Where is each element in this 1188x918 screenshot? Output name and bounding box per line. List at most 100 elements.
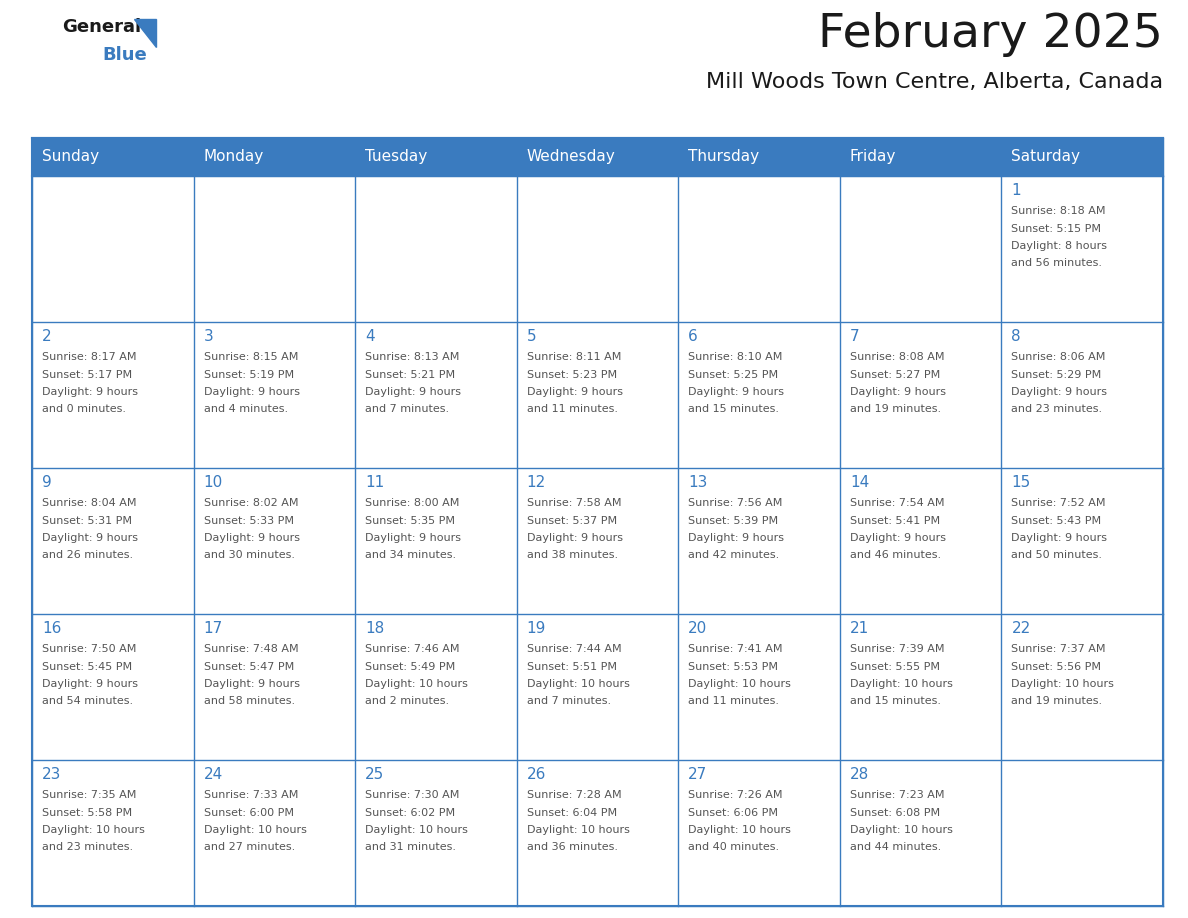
Text: 12: 12 bbox=[526, 475, 546, 490]
Text: Sunset: 5:33 PM: Sunset: 5:33 PM bbox=[203, 516, 293, 525]
Text: 11: 11 bbox=[365, 475, 385, 490]
Text: and 26 minutes.: and 26 minutes. bbox=[42, 551, 133, 561]
Text: Daylight: 9 hours: Daylight: 9 hours bbox=[365, 387, 461, 397]
Text: Sunset: 5:43 PM: Sunset: 5:43 PM bbox=[1011, 516, 1101, 525]
Text: Sunday: Sunday bbox=[42, 150, 99, 164]
Text: Daylight: 8 hours: Daylight: 8 hours bbox=[1011, 241, 1107, 251]
Bar bbox=[678, 614, 840, 760]
Text: Sunset: 6:00 PM: Sunset: 6:00 PM bbox=[203, 808, 293, 818]
Text: Daylight: 10 hours: Daylight: 10 hours bbox=[688, 679, 791, 689]
Text: Sunset: 5:58 PM: Sunset: 5:58 PM bbox=[42, 808, 132, 818]
Text: Sunset: 5:31 PM: Sunset: 5:31 PM bbox=[42, 516, 132, 525]
Text: Sunrise: 7:58 AM: Sunrise: 7:58 AM bbox=[526, 498, 621, 508]
Text: Sunset: 5:15 PM: Sunset: 5:15 PM bbox=[1011, 223, 1101, 233]
Text: Sunrise: 7:33 AM: Sunrise: 7:33 AM bbox=[203, 790, 298, 800]
Text: 8: 8 bbox=[1011, 329, 1020, 344]
Bar bbox=[32, 322, 194, 468]
Text: and 15 minutes.: and 15 minutes. bbox=[849, 697, 941, 707]
Text: and 44 minutes.: and 44 minutes. bbox=[849, 843, 941, 853]
Bar bbox=[355, 468, 517, 614]
Text: Sunrise: 7:35 AM: Sunrise: 7:35 AM bbox=[42, 790, 137, 800]
Bar bbox=[840, 468, 1001, 614]
Text: and 15 minutes.: and 15 minutes. bbox=[688, 405, 779, 415]
Bar bbox=[355, 176, 517, 322]
Text: 24: 24 bbox=[203, 767, 223, 782]
Text: 19: 19 bbox=[526, 621, 546, 636]
Bar bbox=[32, 614, 194, 760]
Bar bbox=[32, 176, 194, 322]
Text: and 50 minutes.: and 50 minutes. bbox=[1011, 551, 1102, 561]
Text: 27: 27 bbox=[688, 767, 708, 782]
Text: Daylight: 9 hours: Daylight: 9 hours bbox=[203, 533, 299, 543]
Bar bbox=[517, 322, 678, 468]
Text: 5: 5 bbox=[526, 329, 536, 344]
Bar bbox=[517, 614, 678, 760]
Text: Monday: Monday bbox=[203, 150, 264, 164]
Text: Sunrise: 7:44 AM: Sunrise: 7:44 AM bbox=[526, 644, 621, 654]
Text: Daylight: 9 hours: Daylight: 9 hours bbox=[526, 387, 623, 397]
Text: 17: 17 bbox=[203, 621, 223, 636]
Text: Thursday: Thursday bbox=[688, 150, 759, 164]
Text: Sunset: 5:23 PM: Sunset: 5:23 PM bbox=[526, 370, 617, 379]
Bar bbox=[678, 468, 840, 614]
Bar bbox=[32, 468, 194, 614]
Text: Daylight: 9 hours: Daylight: 9 hours bbox=[688, 533, 784, 543]
Text: Sunset: 5:21 PM: Sunset: 5:21 PM bbox=[365, 370, 455, 379]
Text: Sunrise: 7:50 AM: Sunrise: 7:50 AM bbox=[42, 644, 137, 654]
Bar bbox=[517, 176, 678, 322]
Text: Sunset: 5:47 PM: Sunset: 5:47 PM bbox=[203, 662, 293, 671]
Bar bbox=[840, 614, 1001, 760]
Text: Daylight: 10 hours: Daylight: 10 hours bbox=[365, 825, 468, 835]
Bar bbox=[1001, 138, 1163, 176]
Text: Daylight: 10 hours: Daylight: 10 hours bbox=[1011, 679, 1114, 689]
Bar bbox=[355, 322, 517, 468]
Text: 13: 13 bbox=[688, 475, 708, 490]
Text: and 54 minutes.: and 54 minutes. bbox=[42, 697, 133, 707]
Text: Wednesday: Wednesday bbox=[526, 150, 615, 164]
Text: Sunset: 5:17 PM: Sunset: 5:17 PM bbox=[42, 370, 132, 379]
Text: Daylight: 10 hours: Daylight: 10 hours bbox=[42, 825, 145, 835]
Bar bbox=[1001, 322, 1163, 468]
Bar bbox=[194, 176, 355, 322]
Text: Sunrise: 7:37 AM: Sunrise: 7:37 AM bbox=[1011, 644, 1106, 654]
Text: and 36 minutes.: and 36 minutes. bbox=[526, 843, 618, 853]
Bar bbox=[355, 614, 517, 760]
Bar bbox=[194, 322, 355, 468]
Text: 28: 28 bbox=[849, 767, 870, 782]
Text: Sunrise: 7:46 AM: Sunrise: 7:46 AM bbox=[365, 644, 460, 654]
Text: Sunset: 6:08 PM: Sunset: 6:08 PM bbox=[849, 808, 940, 818]
Text: Daylight: 10 hours: Daylight: 10 hours bbox=[365, 679, 468, 689]
Bar bbox=[840, 760, 1001, 906]
Text: Friday: Friday bbox=[849, 150, 896, 164]
Bar bbox=[1001, 468, 1163, 614]
Text: and 19 minutes.: and 19 minutes. bbox=[849, 405, 941, 415]
Bar bbox=[1001, 176, 1163, 322]
Text: February 2025: February 2025 bbox=[819, 12, 1163, 57]
Bar bbox=[32, 138, 194, 176]
Text: Sunset: 6:06 PM: Sunset: 6:06 PM bbox=[688, 808, 778, 818]
Text: Daylight: 10 hours: Daylight: 10 hours bbox=[688, 825, 791, 835]
Text: Daylight: 9 hours: Daylight: 9 hours bbox=[203, 679, 299, 689]
Text: Sunrise: 7:41 AM: Sunrise: 7:41 AM bbox=[688, 644, 783, 654]
Text: and 2 minutes.: and 2 minutes. bbox=[365, 697, 449, 707]
Text: Daylight: 10 hours: Daylight: 10 hours bbox=[849, 825, 953, 835]
Text: 20: 20 bbox=[688, 621, 708, 636]
Text: General: General bbox=[62, 18, 141, 36]
Text: Daylight: 9 hours: Daylight: 9 hours bbox=[365, 533, 461, 543]
Text: Daylight: 9 hours: Daylight: 9 hours bbox=[42, 533, 138, 543]
Text: Sunrise: 8:10 AM: Sunrise: 8:10 AM bbox=[688, 352, 783, 362]
Bar bbox=[517, 468, 678, 614]
Text: and 23 minutes.: and 23 minutes. bbox=[42, 843, 133, 853]
Text: 4: 4 bbox=[365, 329, 374, 344]
Text: 3: 3 bbox=[203, 329, 214, 344]
Text: Sunset: 5:35 PM: Sunset: 5:35 PM bbox=[365, 516, 455, 525]
Text: 18: 18 bbox=[365, 621, 385, 636]
Text: Sunset: 5:37 PM: Sunset: 5:37 PM bbox=[526, 516, 617, 525]
Text: Daylight: 9 hours: Daylight: 9 hours bbox=[849, 387, 946, 397]
Text: 1: 1 bbox=[1011, 183, 1020, 198]
Bar bbox=[355, 138, 517, 176]
Text: Sunrise: 8:02 AM: Sunrise: 8:02 AM bbox=[203, 498, 298, 508]
Text: and 0 minutes.: and 0 minutes. bbox=[42, 405, 126, 415]
Bar bbox=[194, 138, 355, 176]
Text: Sunset: 5:56 PM: Sunset: 5:56 PM bbox=[1011, 662, 1101, 671]
